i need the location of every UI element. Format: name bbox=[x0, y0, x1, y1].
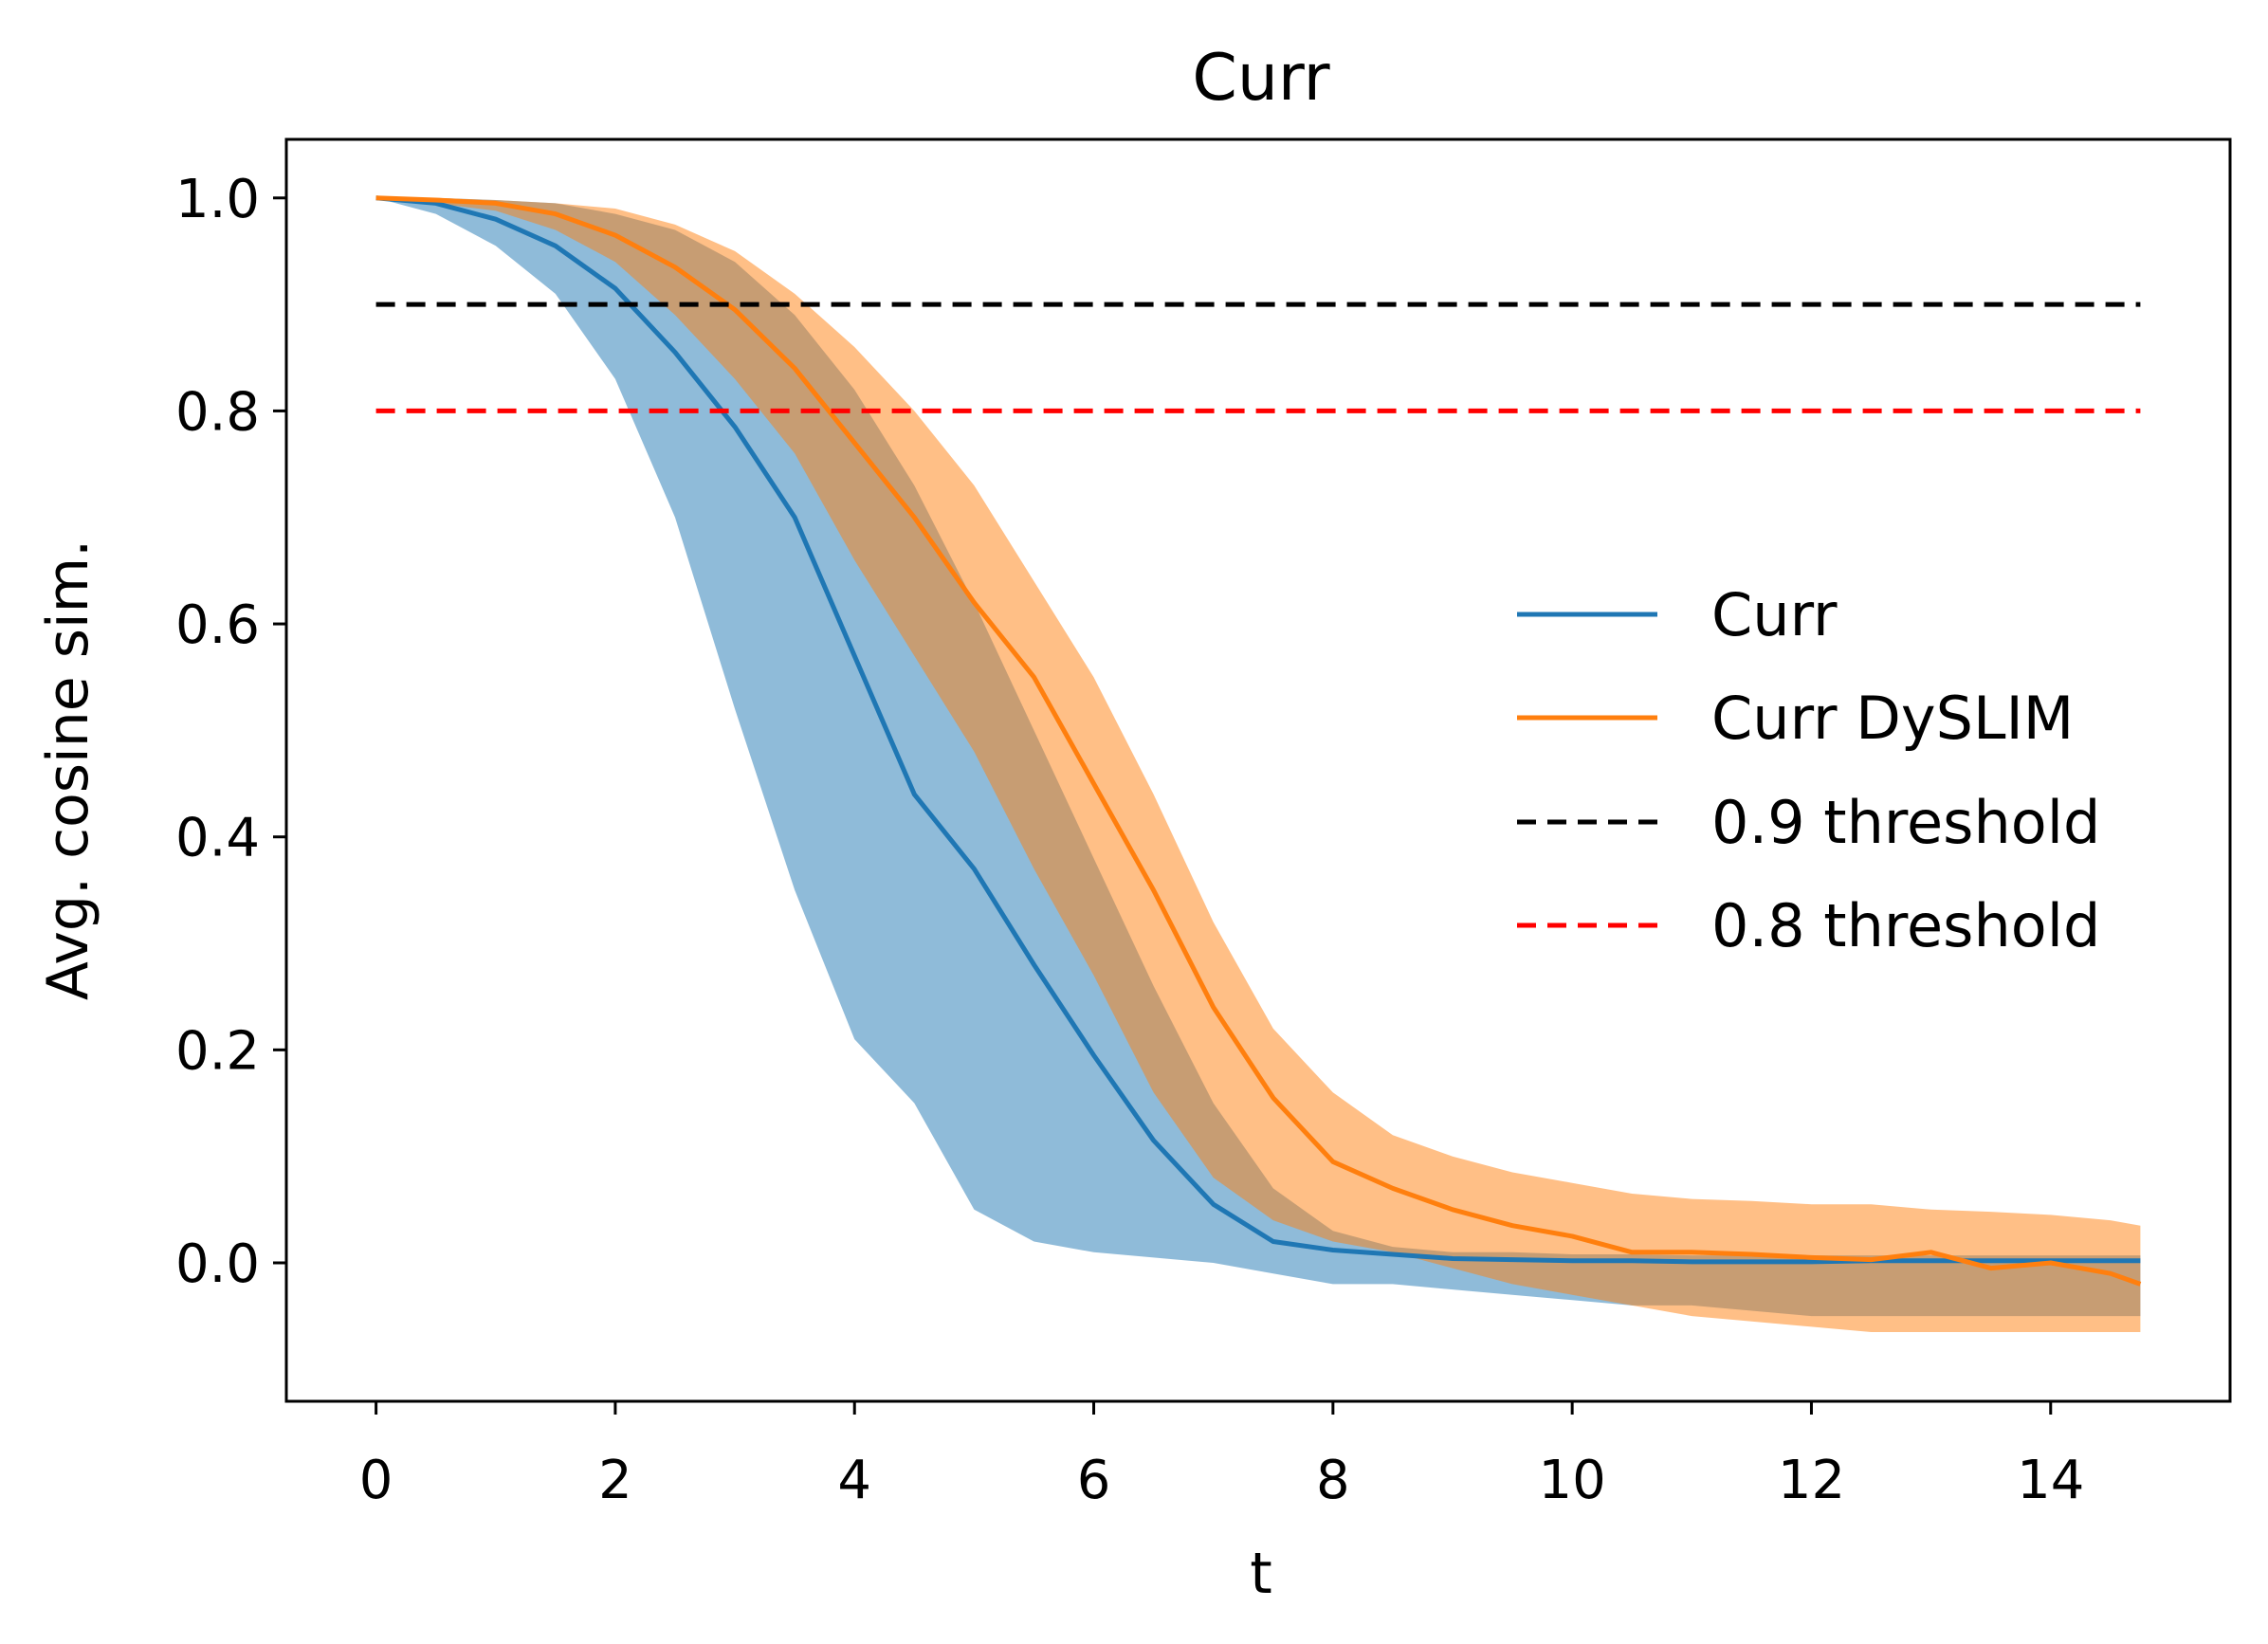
x-tick-label-3: 6 bbox=[1077, 1450, 1111, 1511]
y-axis-label: Avg. cosine sim. bbox=[35, 539, 101, 1000]
y-tick-label-1: 0.2 bbox=[175, 1020, 260, 1082]
x-tick-label-0: 0 bbox=[359, 1450, 393, 1511]
x-tick-label-4: 8 bbox=[1316, 1450, 1350, 1511]
line-series-1 bbox=[375, 195, 2142, 1287]
y-tick-label-0: 0.0 bbox=[175, 1233, 260, 1295]
y-tick-label-2: 0.4 bbox=[175, 808, 260, 869]
legend-label-0: Curr bbox=[1711, 580, 1838, 649]
legend-label-1: Curr DySLIM bbox=[1711, 684, 2074, 753]
x-axis-ticks: 0 2 4 6 8 10 12 14 bbox=[359, 1401, 2084, 1511]
x-tick-label-2: 4 bbox=[837, 1450, 871, 1511]
x-tick-label-1: 2 bbox=[598, 1450, 632, 1511]
y-axis-ticks: 0.0 0.2 0.4 0.6 0.8 1.0 bbox=[175, 169, 286, 1295]
y-tick-label-4: 0.8 bbox=[175, 381, 260, 443]
y-tick-label-3: 0.6 bbox=[175, 594, 260, 656]
confidence-bands bbox=[375, 197, 2141, 1332]
legend-label-2: 0.9 threshold bbox=[1711, 788, 2100, 857]
x-axis-label: t bbox=[1250, 1541, 1272, 1607]
legend: Curr Curr DySLIM 0.9 threshold 0.8 threshol… bbox=[1517, 580, 2100, 960]
x-tick-label-5: 10 bbox=[1539, 1450, 1606, 1511]
chart-title: Curr bbox=[1192, 41, 1329, 116]
plot-frame bbox=[284, 137, 2232, 1403]
y-tick-label-5: 1.0 bbox=[175, 169, 260, 230]
x-tick-label-6: 12 bbox=[1778, 1450, 1845, 1511]
series-lines bbox=[375, 195, 2142, 1287]
x-tick-label-7: 14 bbox=[2017, 1450, 2084, 1511]
band-series-1 bbox=[375, 197, 2141, 1332]
legend-label-3: 0.8 threshold bbox=[1711, 891, 2100, 960]
